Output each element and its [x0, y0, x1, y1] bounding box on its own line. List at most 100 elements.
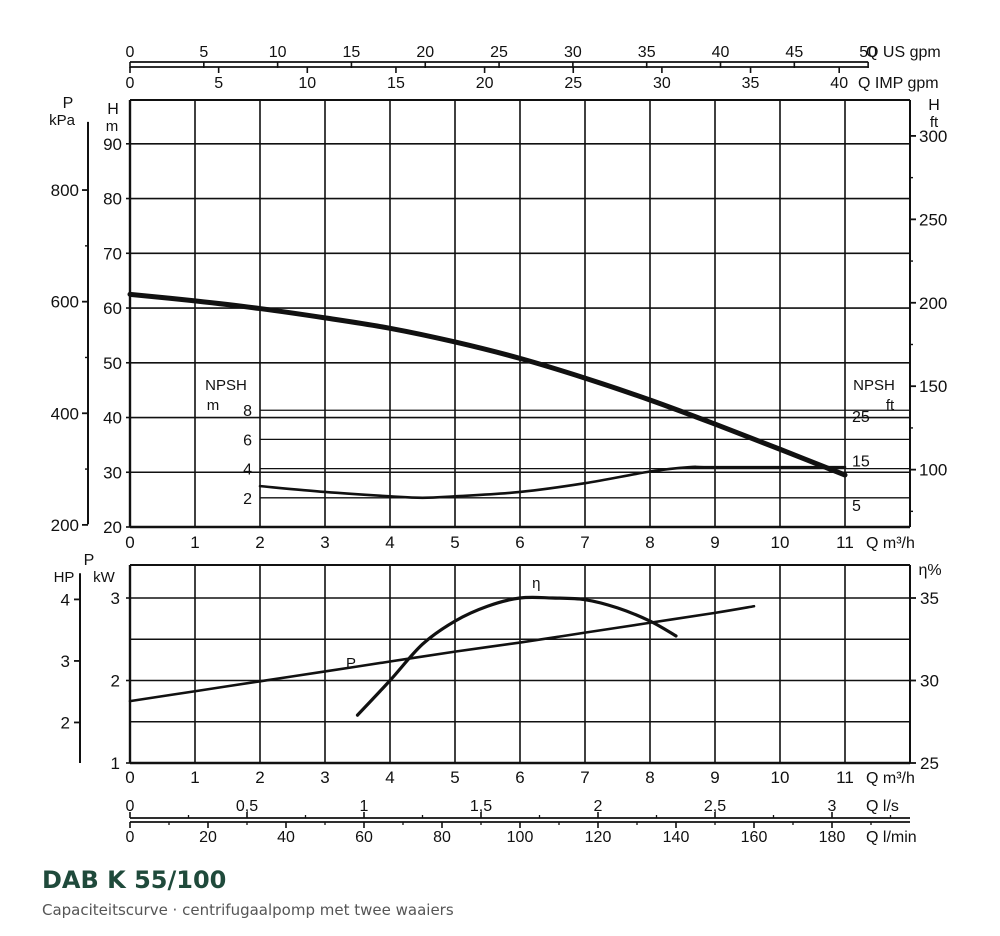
npsh-ft-tick-label: 25: [852, 409, 870, 426]
chart-title: DAB K 55/100: [42, 866, 227, 894]
h-ft-tick-label: 150: [919, 377, 947, 396]
q-m3h-lower-tick-label: 8: [645, 768, 654, 787]
us-gpm-tick-label: 45: [785, 44, 803, 61]
q-m3h-lower-tick-label: 10: [771, 768, 790, 787]
hp-tick-label: 3: [61, 652, 70, 671]
lmin-tick-label: 20: [199, 829, 217, 846]
h-ft-axis-label: H: [928, 97, 940, 114]
npsh-m-tick-label: 6: [243, 432, 252, 449]
imp-gpm-tick-label: 25: [564, 75, 582, 92]
ls-tick-label: 0,5: [236, 798, 258, 815]
imp-gpm-tick-label: 35: [742, 75, 760, 92]
lmin-tick-label: 120: [585, 829, 612, 846]
ls-tick-label: 3: [828, 798, 837, 815]
us-gpm-tick-label: 20: [416, 44, 434, 61]
efficiency-curve-label: η: [532, 575, 540, 592]
q-m3h-upper-tick-label: 1: [190, 533, 199, 552]
h-m-axis-label: H: [107, 101, 119, 118]
q-m3h-upper-tick-label: 4: [385, 533, 394, 552]
lmin-tick-label: 0: [126, 829, 135, 846]
q-m3h-upper-tick-label: 10: [771, 533, 790, 552]
lmin-tick-label: 140: [663, 829, 690, 846]
h-m-tick-label: 30: [103, 463, 122, 482]
q-m3h-upper-tick-label: 3: [320, 533, 329, 552]
ls-axis-label: Q l/s: [866, 798, 899, 815]
p-kpa-axis-unit: kPa: [49, 112, 76, 129]
npsh-m-axis-unit: m: [207, 397, 220, 414]
q-m3h-upper-tick-label: 6: [515, 533, 524, 552]
us-gpm-tick-label: 15: [343, 44, 361, 61]
us-gpm-tick-label: 0: [126, 44, 135, 61]
imp-gpm-tick-label: 5: [214, 75, 223, 92]
h-m-tick-label: 40: [103, 409, 122, 428]
q-m3h-lower-tick-label: 7: [580, 768, 589, 787]
q-m3h-lower-axis-label: Q m³/h: [866, 770, 915, 787]
eta-tick-label: 35: [920, 589, 939, 608]
lmin-tick-label: 180: [819, 829, 846, 846]
npsh-ft-tick-label: 15: [852, 453, 870, 470]
eta-tick-label: 30: [920, 672, 939, 691]
us-gpm-tick-label: 40: [712, 44, 730, 61]
imp-gpm-tick-label: 30: [653, 75, 671, 92]
eta-axis-label: η%: [918, 562, 941, 579]
axes-layer: [74, 61, 916, 828]
h-m-tick-label: 80: [103, 190, 122, 209]
curves-layer: [127, 291, 848, 717]
chart-subtitle: Capaciteitscurve · centrifugaalpomp met …: [42, 901, 454, 919]
imp-gpm-tick-label: 10: [298, 75, 316, 92]
power-curve-P: [128, 604, 756, 703]
npsh-ft-axis-unit: ft: [886, 397, 895, 414]
p-kpa-tick-label: 600: [51, 293, 79, 312]
npsh-ft-axis-label: NPSH: [853, 377, 895, 394]
us-gpm-tick-label: 35: [638, 44, 656, 61]
h-ft-tick-label: 250: [919, 210, 947, 229]
q-m3h-lower-tick-label: 5: [450, 768, 459, 787]
lmin-tick-label: 60: [355, 829, 373, 846]
us-gpm-tick-label: 10: [269, 44, 287, 61]
imp-gpm-tick-label: 0: [126, 75, 135, 92]
hp-axis-label: HP: [54, 569, 75, 586]
npsh-m-tick-label: 2: [243, 491, 252, 508]
p-kw-axis-label: P: [84, 552, 95, 569]
us-gpm-tick-label: 50: [859, 44, 877, 61]
npsh-m-tick-label: 8: [243, 403, 252, 420]
q-m3h-upper-tick-label: 0: [125, 533, 134, 552]
hp-tick-label: 4: [61, 590, 70, 609]
q-m3h-lower-tick-label: 2: [255, 768, 264, 787]
efficiency-curve-eta: [355, 595, 678, 717]
npsh-m-tick-label: 4: [243, 462, 252, 479]
head-curve-H: [127, 291, 848, 478]
q-m3h-upper-tick-label: 11: [836, 533, 854, 552]
imp-gpm-tick-label: 20: [476, 75, 494, 92]
p-kpa-axis-label: P: [63, 95, 74, 112]
q-m3h-lower-tick-label: 1: [190, 768, 199, 787]
ls-tick-label: 2: [594, 798, 603, 815]
us-gpm-tick-label: 30: [564, 44, 582, 61]
imp-gpm-tick-label: 15: [387, 75, 405, 92]
p-kw-tick-label: 2: [111, 672, 120, 691]
q-m3h-lower-tick-label: 3: [320, 768, 329, 787]
q-m3h-upper-axis-label: Q m³/h: [866, 535, 915, 552]
us-gpm-tick-label: 25: [490, 44, 508, 61]
h-m-tick-label: 50: [103, 354, 122, 373]
lmin-tick-label: 160: [741, 829, 768, 846]
q-m3h-upper-tick-label: 8: [645, 533, 654, 552]
ls-tick-label: 0: [126, 798, 135, 815]
h-m-tick-label: 20: [103, 518, 122, 537]
q-m3h-lower-tick-label: 6: [515, 768, 524, 787]
power-curve-label: P: [346, 655, 356, 672]
h-m-axis-unit: m: [106, 118, 119, 135]
us-gpm-axis-label: Q US gpm: [866, 44, 941, 61]
npsh-m-axis-label: NPSH: [205, 377, 247, 394]
h-m-tick-label: 60: [103, 299, 122, 318]
p-kw-axis-unit: kW: [93, 569, 116, 586]
p-kpa-tick-label: 400: [51, 404, 79, 423]
q-m3h-lower-tick-label: 9: [710, 768, 719, 787]
ls-tick-label: 2,5: [704, 798, 726, 815]
p-kpa-tick-label: 800: [51, 181, 79, 200]
q-m3h-upper-tick-label: 2: [255, 533, 264, 552]
us-gpm-tick-label: 5: [199, 44, 208, 61]
p-kpa-tick-label: 200: [51, 516, 79, 535]
pump-performance-chart: 2030405060708090Hm200400600800PkPa100150…: [49, 44, 947, 846]
eta-tick-label: 25: [920, 754, 939, 773]
